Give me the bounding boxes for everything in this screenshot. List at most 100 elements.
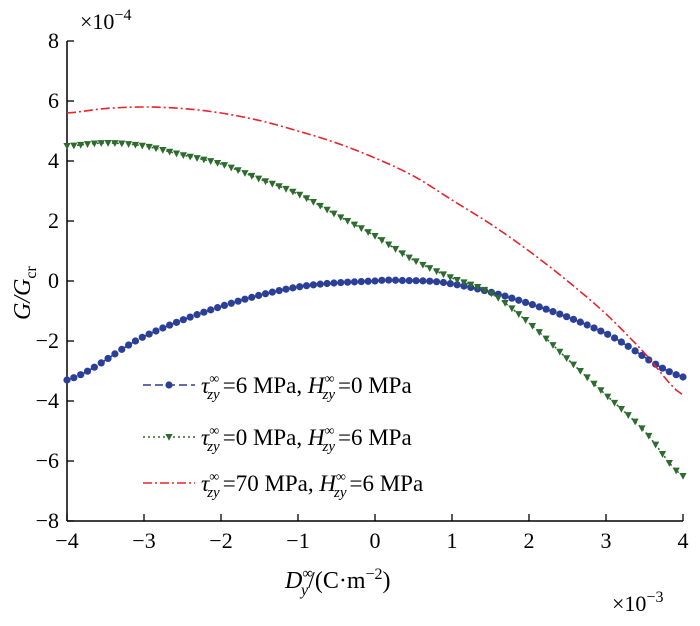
series-point (549, 308, 557, 316)
series-point (207, 306, 215, 314)
series-point (172, 318, 181, 326)
x-tick-label: −4 (55, 528, 78, 553)
series-point (528, 301, 537, 309)
series-point (556, 310, 564, 318)
x-tick-label: −1 (286, 528, 309, 553)
series-point (70, 142, 78, 150)
series-point (227, 164, 235, 172)
series-point (453, 277, 461, 284)
series-point (597, 327, 605, 335)
x-tick-label: −2 (209, 528, 232, 553)
series-point (426, 265, 434, 272)
series-point (302, 282, 311, 290)
series-point (145, 330, 153, 338)
series-point (583, 374, 591, 382)
series-point (665, 459, 673, 467)
series-point (474, 284, 482, 291)
series-point (419, 261, 427, 269)
series-point (672, 371, 680, 379)
series-point (617, 338, 626, 346)
series-point (186, 153, 194, 161)
series-point (569, 315, 578, 323)
series-point (337, 278, 345, 287)
series-point (439, 278, 448, 287)
y-axis-multiplier: ×10−4 (80, 7, 131, 34)
series-point (391, 246, 400, 253)
series-point (255, 291, 263, 300)
series-point (309, 198, 317, 206)
series-point (131, 337, 140, 345)
x-tick-label: 2 (524, 528, 535, 553)
series-point (412, 258, 420, 266)
legend-label: τ∞ zy =0 MPa, H∞ zy =6 MPa (201, 424, 412, 455)
series-point (576, 368, 584, 375)
series-point (364, 277, 372, 285)
series-point (521, 298, 530, 307)
legend-label: τ∞ zy =70 MPa, H∞ zy =6 MPa (201, 470, 423, 501)
series-point (624, 342, 632, 350)
series-point (302, 195, 311, 203)
series-point (412, 277, 420, 285)
series-point (90, 140, 98, 148)
series-line (66, 106, 684, 396)
series-point (439, 271, 448, 279)
series-point (515, 311, 523, 318)
x-tick-label: 0 (370, 528, 381, 553)
series-point (227, 299, 235, 307)
series-point (241, 295, 249, 303)
series-point (296, 191, 304, 199)
series-point (480, 286, 489, 294)
plot-area: −4 −3 −2 −1 0 1 2 3 4 8 6 4 2 0 −2 −4 −6 −8 (36, 28, 689, 553)
series-point (159, 147, 167, 154)
series-point (118, 345, 126, 353)
series-point (255, 175, 263, 183)
series-point (583, 321, 591, 329)
series-point (501, 299, 509, 307)
series-point (275, 286, 283, 295)
series-point (433, 278, 441, 286)
series-point (309, 281, 317, 289)
series-point (200, 156, 208, 164)
series-point (658, 364, 667, 372)
series-point (679, 473, 687, 480)
series-point (125, 341, 133, 349)
series-point (487, 290, 495, 298)
series-point (193, 155, 201, 162)
series-point (610, 334, 619, 342)
series-point (248, 293, 256, 301)
x-axis-multiplier: ×10−3 (612, 589, 663, 616)
series-point (97, 359, 105, 367)
series-point (446, 280, 454, 288)
series-point (610, 399, 619, 407)
legend-marker (165, 434, 173, 441)
series-point (261, 178, 270, 186)
series-point (350, 221, 359, 229)
series-point (665, 368, 673, 376)
y-tick-label: −8 (36, 508, 59, 533)
series-point (138, 142, 146, 150)
series-point (604, 393, 612, 401)
series-point (166, 321, 174, 329)
series-point (398, 276, 406, 285)
series-point (186, 313, 194, 321)
series-point (118, 140, 126, 148)
x-tick-label: −3 (132, 528, 155, 553)
series-point (193, 311, 201, 319)
series-point (330, 279, 338, 287)
series-point (590, 324, 598, 332)
series-point (535, 329, 543, 336)
series-point (125, 141, 133, 148)
series-point (159, 324, 167, 332)
series-point (268, 288, 276, 296)
series-point (638, 425, 646, 433)
series-point (426, 277, 434, 285)
series-point (282, 185, 290, 193)
series-point (364, 229, 372, 236)
x-tick-label: 4 (678, 528, 689, 553)
series-point (323, 206, 331, 214)
y-tick-label: 0 (48, 268, 59, 293)
series-point (213, 159, 222, 167)
series-point (604, 330, 612, 338)
series-point (542, 305, 550, 313)
series-point (590, 380, 598, 388)
